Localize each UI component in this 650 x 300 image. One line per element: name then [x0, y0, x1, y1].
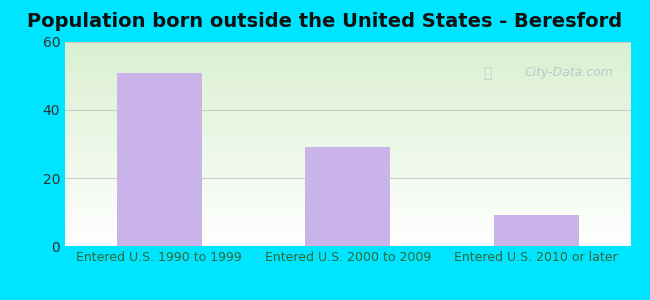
Text: ⓘ: ⓘ — [484, 67, 492, 80]
Bar — [306, 147, 390, 246]
Text: City-Data.com: City-Data.com — [525, 67, 614, 80]
Bar — [494, 215, 578, 246]
Bar — [117, 73, 202, 246]
Text: Population born outside the United States - Beresford: Population born outside the United State… — [27, 12, 623, 31]
